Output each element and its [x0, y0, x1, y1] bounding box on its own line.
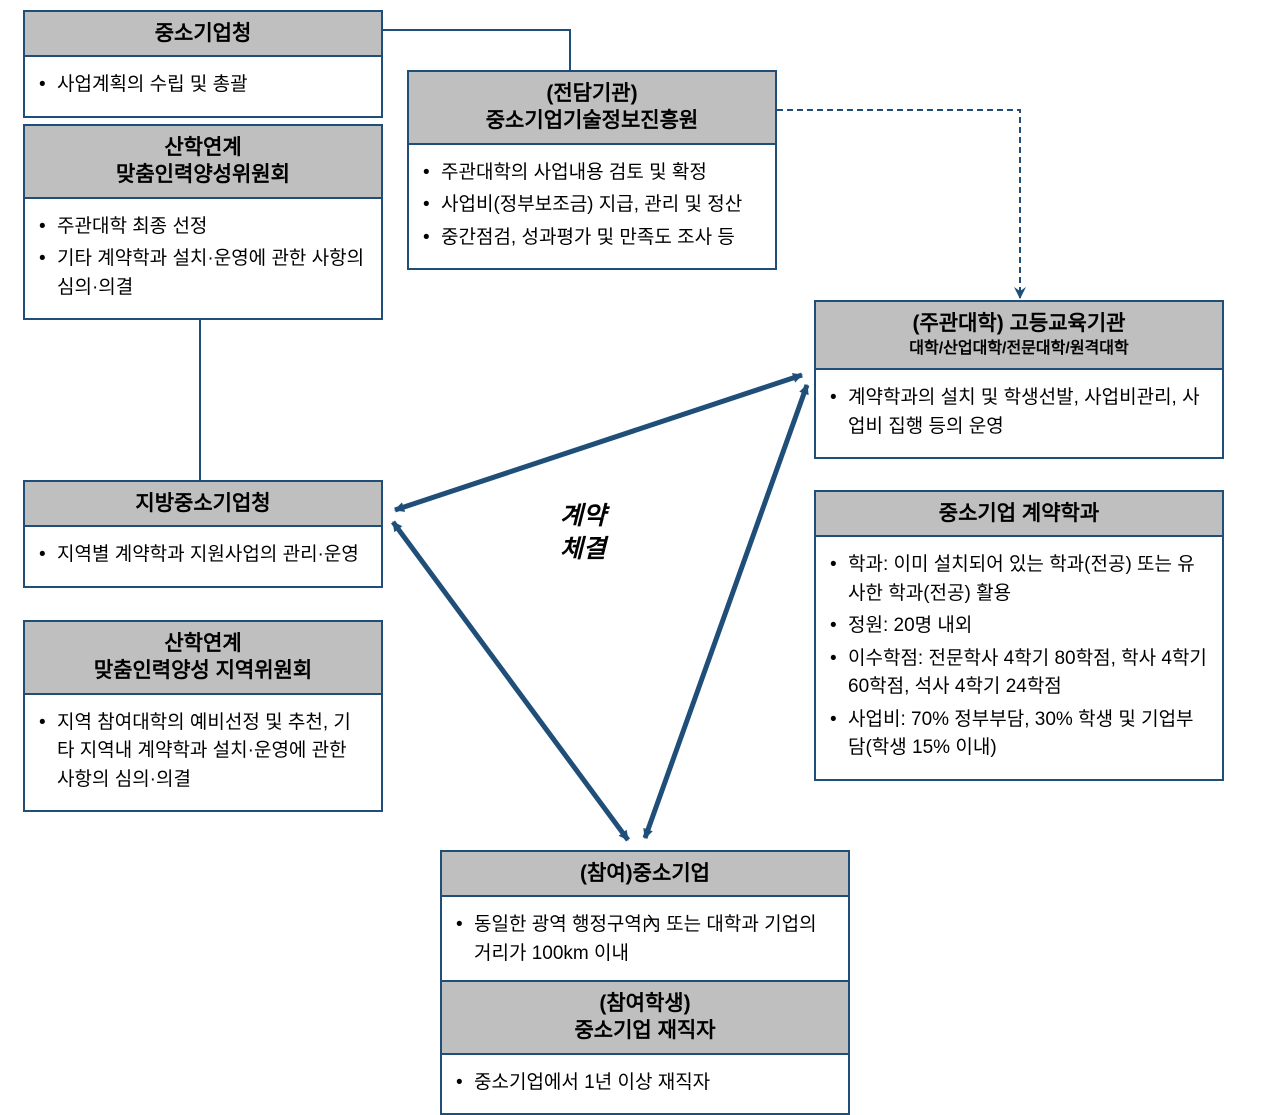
box-committee-title-line2: 맞춤인력양성위원회 [116, 163, 290, 186]
box-regional-committee-title-line1: 산학연계 [164, 632, 241, 655]
box-agency-item: 주관대학의 사업내용 검토 및 확정 [423, 159, 761, 188]
box-committee: 산학연계 맞춤인력양성위원회 주관대학 최종 선정 기타 계약학과 설치·운영에… [23, 124, 383, 320]
box-sme: (참여)중소기업 동일한 광역 행정구역內 또는 대학과 기업의 거리가 100… [440, 850, 850, 986]
box-regional-office-title: 지방중소기업청 [25, 482, 381, 527]
box-student-item: 중소기업에서 1년 이상 재직자 [456, 1069, 834, 1098]
box-regional-committee-title: 산학연계 맞춤인력양성 지역위원회 [25, 622, 381, 695]
box-contract-dept: 중소기업 계약학과 학과: 이미 설치되어 있는 학과(전공) 또는 유사한 학… [814, 490, 1224, 781]
box-student: (참여학생) 중소기업 재직자 중소기업에서 1년 이상 재직자 [440, 980, 850, 1115]
box-sme-item: 동일한 광역 행정구역內 또는 대학과 기업의 거리가 100km 이내 [456, 911, 834, 968]
box-committee-item: 주관대학 최종 선정 [39, 213, 367, 242]
box-regional-committee: 산학연계 맞춤인력양성 지역위원회 지역 참여대학의 예비선정 및 추천, 기타… [23, 620, 383, 812]
box-agency-item: 중간점검, 성과평가 및 만족도 조사 등 [423, 224, 761, 253]
box-smba: 중소기업청 사업계획의 수립 및 총괄 [23, 10, 383, 118]
box-university: (주관대학) 고등교육기관 대학/산업대학/전문대학/원격대학 계약학과의 설치… [814, 300, 1224, 459]
triangle-edge-ab [395, 375, 802, 510]
box-smba-title: 중소기업청 [25, 12, 381, 57]
box-contract-dept-item: 이수학점: 전문학사 4학기 80학점, 학사 4학기 60학점, 석사 4학기… [830, 645, 1208, 702]
connector-smba-agency [383, 30, 570, 70]
box-committee-title: 산학연계 맞춤인력양성위원회 [25, 126, 381, 199]
box-regional-committee-item: 지역 참여대학의 예비선정 및 추천, 기타 지역내 계약학과 설치·운영에 관… [39, 709, 367, 795]
box-student-title: (참여학생) 중소기업 재직자 [442, 982, 848, 1055]
box-agency-title-line1: (전담기관) [546, 82, 637, 105]
box-university-title: (주관대학) 고등교육기관 대학/산업대학/전문대학/원격대학 [816, 302, 1222, 370]
center-label-line1: 계약 [560, 502, 606, 530]
center-label: 계약 체결 [560, 500, 606, 565]
box-university-subheader: 대학/산업대학/전문대학/원격대학 [826, 339, 1212, 360]
connector-agency-university-dashed [777, 110, 1020, 298]
box-contract-dept-item: 사업비: 70% 정부부담, 30% 학생 및 기업부담(학생 15% 이내) [830, 706, 1208, 763]
triangle-edge-bc [645, 385, 807, 838]
box-regional-office-item: 지역별 계약학과 지원사업의 관리·운영 [39, 541, 367, 570]
box-student-title-line2: 중소기업 재직자 [574, 1019, 715, 1042]
box-agency-title-line2: 중소기업기술정보진흥원 [486, 109, 699, 132]
box-agency: (전담기관) 중소기업기술정보진흥원 주관대학의 사업내용 검토 및 확정 사업… [407, 70, 777, 270]
box-contract-dept-item: 정원: 20명 내외 [830, 612, 1208, 641]
box-contract-dept-item: 학과: 이미 설치되어 있는 학과(전공) 또는 유사한 학과(전공) 활용 [830, 551, 1208, 608]
box-committee-item: 기타 계약학과 설치·운영에 관한 사항의 심의·의결 [39, 245, 367, 302]
box-smba-item: 사업계획의 수립 및 총괄 [39, 71, 367, 100]
box-regional-committee-title-line2: 맞춤인력양성 지역위원회 [94, 659, 312, 682]
box-contract-dept-title: 중소기업 계약학과 [816, 492, 1222, 537]
box-university-item: 계약학과의 설치 및 학생선발, 사업비관리, 사업비 집행 등의 운영 [830, 384, 1208, 441]
box-agency-item: 사업비(정부보조금) 지급, 관리 및 정산 [423, 191, 761, 220]
box-regional-office: 지방중소기업청 지역별 계약학과 지원사업의 관리·운영 [23, 480, 383, 588]
box-committee-title-line1: 산학연계 [164, 136, 241, 159]
box-university-title-line1: (주관대학) 고등교육기관 [912, 312, 1125, 335]
box-student-title-line1: (참여학생) [599, 992, 690, 1015]
center-label-line2: 체결 [560, 535, 606, 563]
triangle-edge-ca [393, 522, 628, 840]
box-sme-title: (참여)중소기업 [442, 852, 848, 897]
box-agency-title: (전담기관) 중소기업기술정보진흥원 [409, 72, 775, 145]
